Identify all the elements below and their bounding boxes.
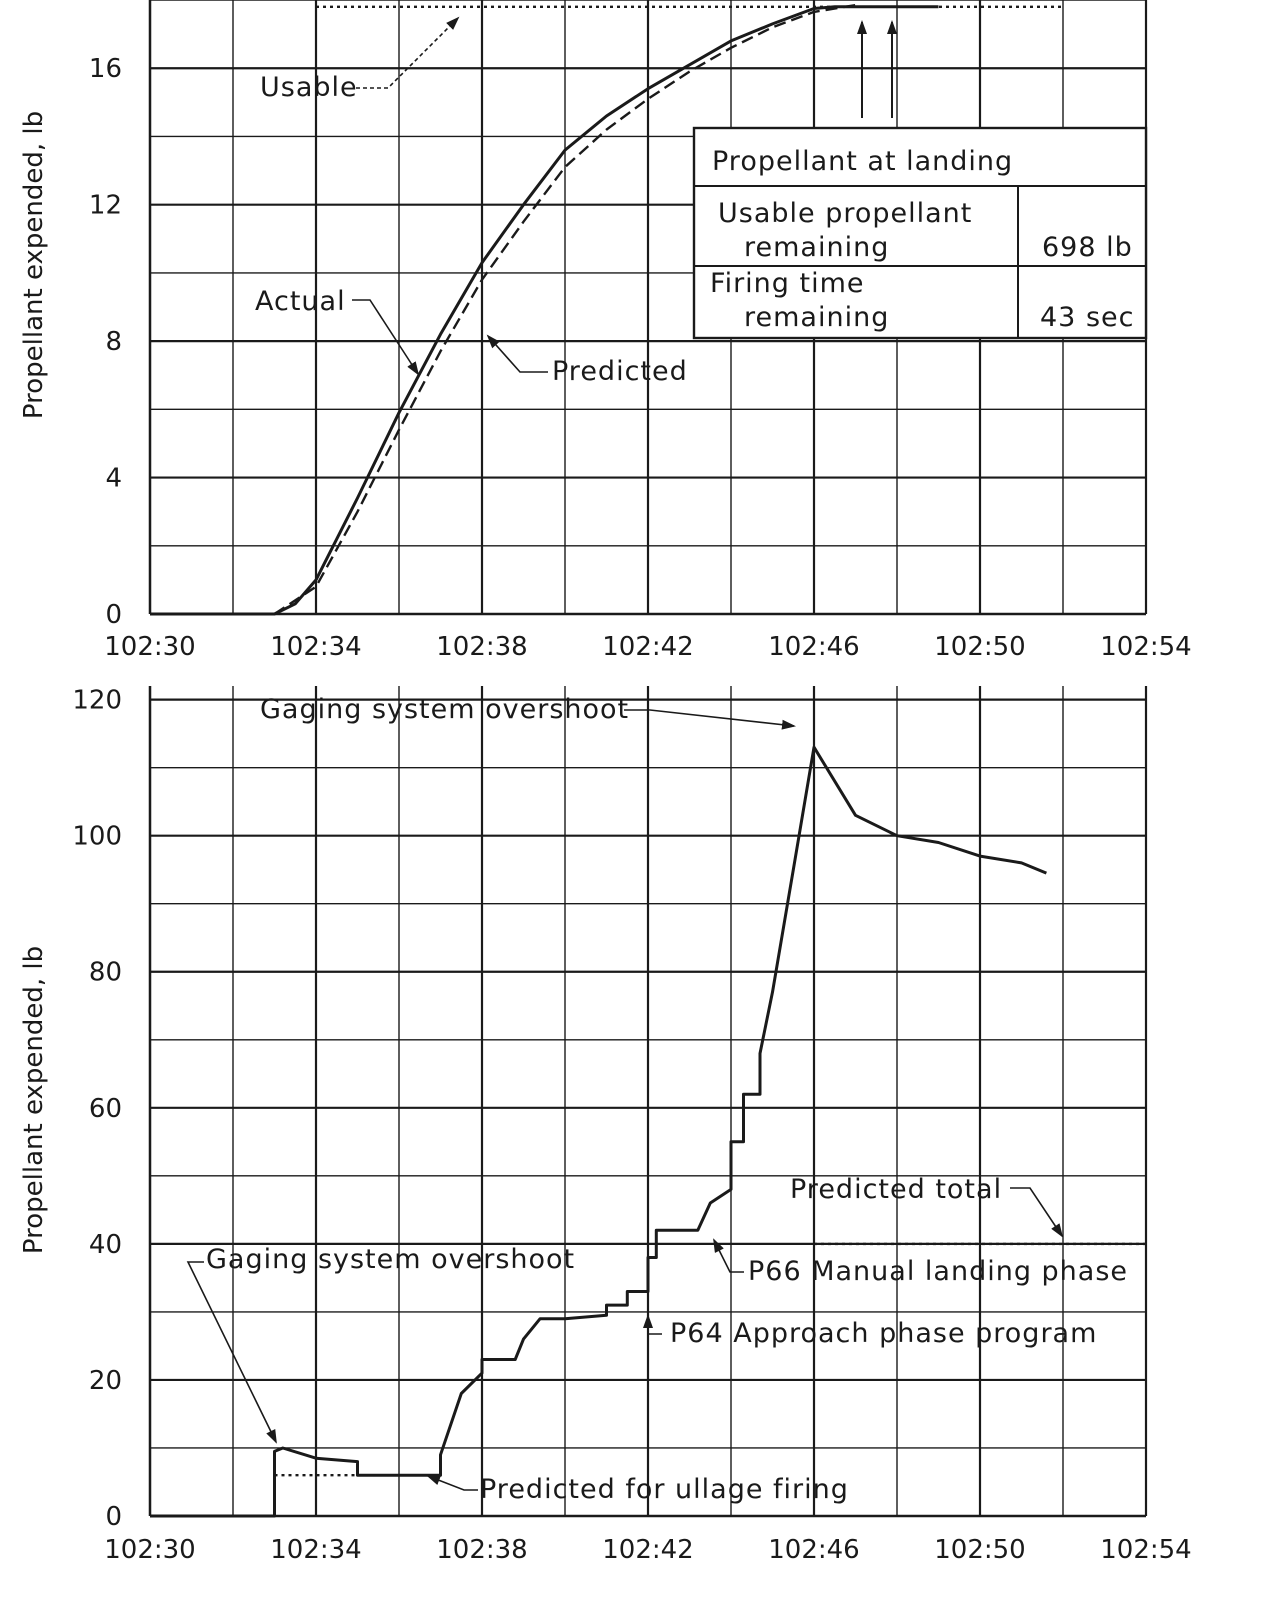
top-chart: 102:30 102:34 102:38 102:42 102:46 102:50 102:… <box>19 0 1192 662</box>
p64-arrow <box>643 1314 662 1335</box>
top-y-tick-label: 12 <box>89 191 122 221</box>
bot-y-tick-label: 20 <box>89 1366 122 1396</box>
table-row2-label-line2: remaining <box>744 302 889 333</box>
top-series-actual <box>150 5 939 616</box>
annotation-overshoot-bottom: Gaging system overshoot <box>206 1244 575 1275</box>
overshoot-bottom-arrow <box>186 1261 277 1444</box>
top-y-tick-label: 0 <box>105 600 122 630</box>
table-row1-value: 698 lb <box>1042 232 1133 263</box>
bot-x-tick-label: 102:30 <box>104 1535 195 1565</box>
actual-arrow <box>352 299 420 376</box>
annotation-actual: Actual <box>255 286 346 317</box>
bot-y-tick-label: 40 <box>89 1230 122 1260</box>
bot-series-gaging-system <box>150 745 1047 1518</box>
bottom-series <box>150 745 1146 1518</box>
table-row1-label-line2: remaining <box>744 232 889 263</box>
predicted-ullage-arrow <box>426 1475 478 1491</box>
annotation-p66: P66 Manual landing phase <box>748 1256 1128 1287</box>
bot-y-tick-label: 80 <box>89 958 122 988</box>
bottom-tick-labels: 102:30 102:34 102:38 102:42 102:46 102:50 102:… <box>72 686 1191 1565</box>
table-title: Propellant at landing <box>712 146 1013 177</box>
top-x-tick-label: 102:38 <box>436 632 527 662</box>
top-tick-labels: 102:30 102:34 102:38 102:42 102:46 102:50 102:… <box>89 54 1192 662</box>
top-x-tick-label: 102:30 <box>104 632 195 662</box>
bot-x-tick-label: 102:54 <box>1100 1535 1191 1565</box>
bottom-chart: 102:30 102:34 102:38 102:42 102:46 102:50 102:… <box>19 686 1192 1565</box>
bot-y-tick-label: 100 <box>72 822 122 852</box>
top-series-predicted <box>273 3 856 616</box>
usable-arrow <box>356 16 460 89</box>
annotation-usable: Usable <box>260 72 358 103</box>
bot-x-tick-label: 102:34 <box>270 1535 361 1565</box>
top-y-axis-label: Propellant expended, lb <box>19 111 49 419</box>
p66-arrow <box>713 1238 744 1273</box>
table-row1-label-line1: Usable propellant <box>718 198 972 229</box>
bot-x-tick-label: 102:46 <box>768 1535 859 1565</box>
top-y-tick-label: 4 <box>105 464 122 494</box>
annotation-p64: P64 Approach phase program <box>670 1318 1097 1349</box>
bot-x-tick-label: 102:50 <box>934 1535 1025 1565</box>
bottom-grid <box>148 686 1148 1518</box>
table-row2-value: 43 sec <box>1040 302 1134 333</box>
table-row2-label-line1: Firing time <box>710 268 865 299</box>
bottom-y-axis-label: Propellant expended, lb <box>19 946 49 1254</box>
bot-x-tick-label: 102:42 <box>602 1535 693 1565</box>
bot-y-tick-label: 120 <box>72 686 122 716</box>
annotation-overshoot-top: Gaging system overshoot <box>260 694 629 725</box>
top-series <box>150 3 1063 616</box>
predicted-arrow <box>486 334 548 373</box>
bot-y-tick-label: 0 <box>105 1502 122 1532</box>
annotation-predicted-total: Predicted total <box>790 1174 1002 1205</box>
bot-x-tick-label: 102:38 <box>436 1535 527 1565</box>
overshoot-top-arrow <box>624 709 796 730</box>
bot-y-tick-label: 60 <box>89 1094 122 1124</box>
top-y-tick-label: 8 <box>105 327 122 357</box>
propellant-at-landing-table: Propellant at landing Usable propellant … <box>692 126 1148 340</box>
top-x-tick-label: 102:42 <box>602 632 693 662</box>
top-x-tick-label: 102:46 <box>768 632 859 662</box>
top-x-tick-label: 102:54 <box>1100 632 1191 662</box>
top-y-tick-label: 16 <box>89 54 122 84</box>
top-x-tick-label: 102:50 <box>934 632 1025 662</box>
annotation-predicted: Predicted <box>552 356 688 387</box>
top-x-tick-label: 102:34 <box>270 632 361 662</box>
annotation-predicted-ullage: Predicted for ullage firing <box>480 1474 849 1505</box>
predicted-total-arrow <box>1010 1187 1064 1238</box>
